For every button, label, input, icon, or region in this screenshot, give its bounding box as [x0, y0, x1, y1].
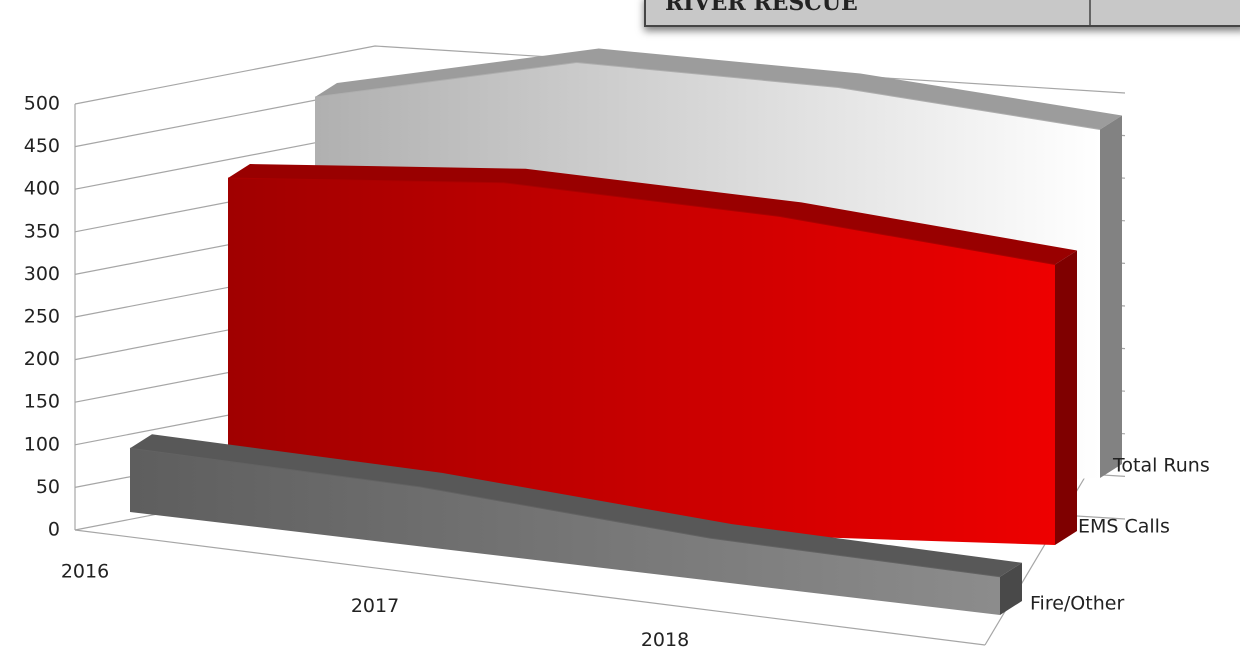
y-tick-label: 500 [24, 93, 60, 115]
area-side-face [1100, 115, 1122, 478]
y-tick-label: 50 [36, 476, 60, 498]
y-tick-label: 350 [24, 220, 60, 242]
area-side-face [1000, 562, 1022, 615]
y-tick-label: 450 [24, 135, 60, 157]
area-top-face [228, 164, 1077, 265]
y-tick-label: 250 [24, 306, 60, 328]
area-side-face [1055, 250, 1077, 545]
table-cell: RIVER RESCUE [665, 0, 858, 16]
y-tick-label: 400 [24, 178, 60, 200]
area-fill [130, 448, 1000, 615]
floor-edge [74, 529, 986, 646]
series-label: Fire/Other [1030, 593, 1124, 615]
series-label: Total Runs [1112, 455, 1210, 477]
y-tick-label: 200 [24, 348, 60, 370]
area-top-face [315, 48, 1122, 130]
y-tick-label: 300 [24, 263, 60, 285]
series-label: EMS Calls [1078, 516, 1170, 538]
plot-area: 0 50 100 150 200 250 300 350 400 450 500 2016 2017 20… [24, 45, 1210, 651]
y-tick-label: 100 [24, 433, 60, 455]
area-edge [129, 447, 1001, 578]
area-edge [314, 61, 1101, 130]
area-edge [227, 177, 1056, 265]
area-top-face [130, 434, 1022, 577]
area-fill [228, 178, 1055, 545]
table-fragment [644, 0, 1240, 27]
x-tick-label: 2018 [641, 629, 689, 651]
x-tick-label: 2017 [351, 595, 399, 617]
y-tick-label: 150 [24, 391, 60, 413]
y-tick-label: 0 [48, 519, 60, 541]
table-row [644, 0, 1240, 27]
x-tick-label: 2016 [61, 561, 109, 583]
